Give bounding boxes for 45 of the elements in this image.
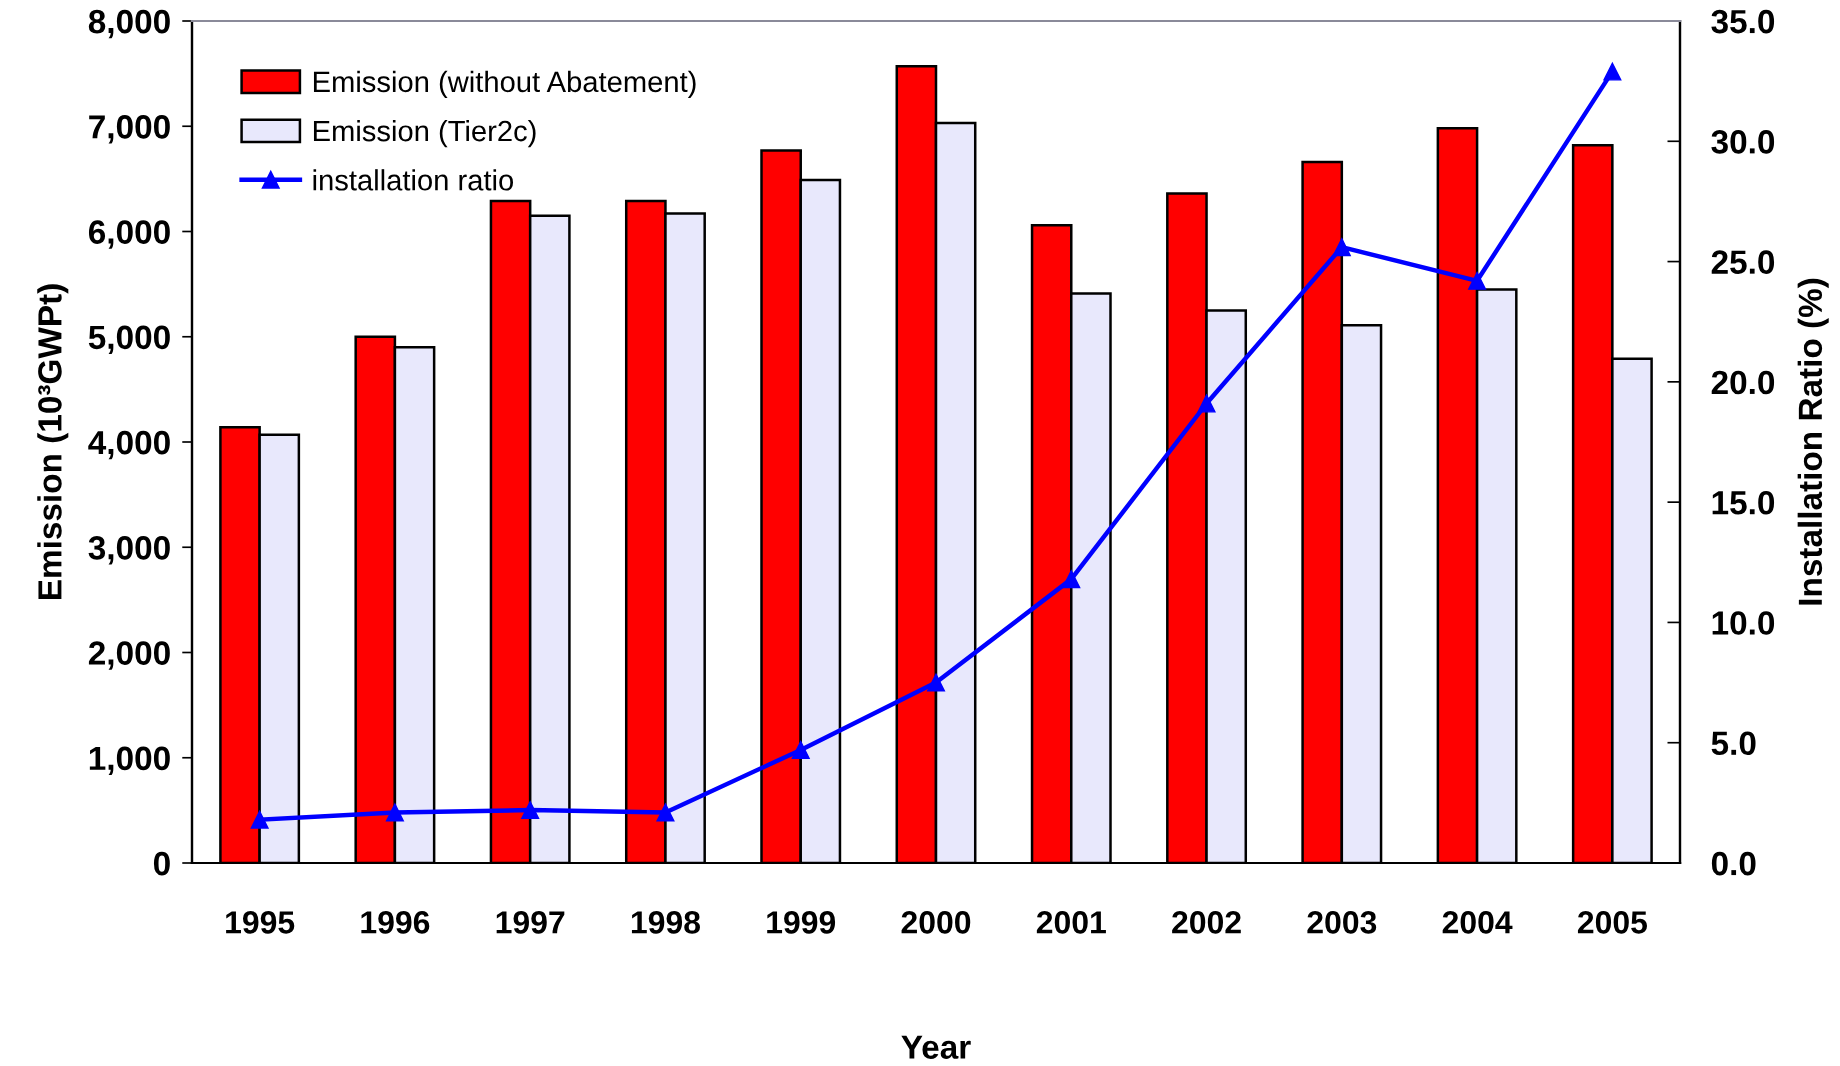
y2-tick-label: 35.0 (1711, 9, 1775, 34)
point (1197, 394, 1216, 413)
y-tick-label: 7,000 (89, 115, 170, 144)
x-tick-label: 1999 (767, 911, 836, 934)
y-tick-label: 2,000 (88, 641, 170, 670)
y2-tick-label: 25.0 (1711, 250, 1775, 274)
point (656, 803, 675, 822)
point (385, 803, 404, 822)
x-tick-label: 1996 (361, 911, 430, 934)
x-tick-label: 2000 (901, 911, 971, 934)
x-axis-title: Year (901, 1035, 971, 1059)
y-tick-label: 5,000 (88, 325, 170, 354)
x-tick-label: 1998 (631, 911, 701, 934)
y-tick-label: 4,000 (88, 430, 170, 460)
y2-tick-label: 10.0 (1712, 611, 1775, 635)
x-tick-label: 2005 (1577, 911, 1648, 934)
point (1603, 62, 1622, 81)
point (1332, 238, 1351, 257)
x-tick-label: 2001 (1036, 911, 1106, 934)
y-tick-label: 1,000 (89, 746, 170, 775)
point (791, 740, 810, 759)
legend-label: Emission (without Abatement) (313, 70, 696, 98)
x-tick-label: 1997 (496, 911, 565, 934)
y2-axis-title: Installation Ratio (%) (1797, 278, 1829, 605)
y2-tick-label: 30.0 (1711, 130, 1775, 154)
legend-label: Emission (Tier2c) (313, 119, 536, 148)
x-tick-label: 1995 (226, 911, 295, 934)
y-tick-label: 8,000 (88, 9, 170, 39)
x-tick-label: 2002 (1172, 911, 1241, 934)
y-tick-label: 6,000 (88, 220, 170, 249)
point (1468, 271, 1487, 290)
y2-tick-label: 5.0 (1711, 731, 1756, 756)
legend-label: installation ratio (313, 169, 514, 191)
point (250, 810, 269, 829)
point (926, 673, 946, 692)
y2-tick-label: 20.0 (1711, 370, 1775, 395)
point (1062, 570, 1081, 589)
point (521, 801, 540, 820)
x-tick-label: 2003 (1307, 911, 1377, 934)
y2-tick-label: 0.0 (1711, 851, 1756, 876)
x-tick-label: 2004 (1442, 911, 1513, 934)
y-axis-title: Emission (10³GWPt) (37, 284, 69, 600)
y-tick-label: 0 (153, 851, 170, 876)
y2-tick-label: 15.0 (1712, 490, 1775, 515)
y-tick-label: 3,000 (88, 536, 170, 565)
